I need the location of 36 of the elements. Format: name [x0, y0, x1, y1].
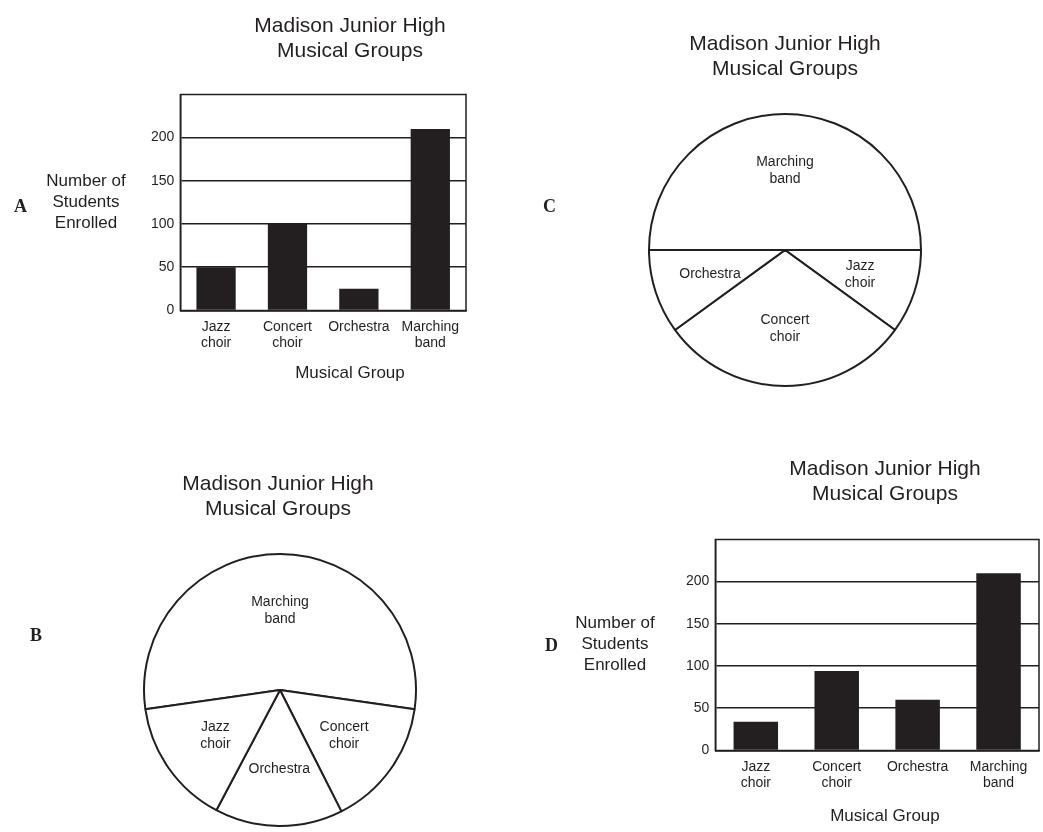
- text: B: [30, 625, 43, 646]
- x-tick-label: Orchestra: [328, 317, 390, 334]
- slice-label: Jazz choir: [200, 717, 231, 751]
- chart-title: Madison Junior High Musical Groups: [181, 470, 375, 520]
- y-tick-label: 50: [693, 699, 710, 716]
- y-tick-label: 200: [686, 572, 710, 589]
- slice-label: Concert choir: [319, 718, 369, 752]
- slice-label: Marching band: [251, 593, 309, 627]
- y-axis-title: Number of Students Enrolled: [575, 613, 655, 674]
- slice-label: Marching band: [756, 153, 814, 187]
- chart-title: Madison Junior High Musical Groups: [788, 455, 982, 505]
- text: D: [545, 635, 558, 656]
- x-tick-label: Orchestra: [886, 757, 949, 774]
- y-axis-title: Number of Students Enrolled: [45, 170, 127, 233]
- y-tick-label: 150: [151, 171, 175, 188]
- y-tick-label: 150: [686, 614, 710, 631]
- x-tick-label: Marching band: [969, 757, 1028, 791]
- chart-title: Madison Junior High Musical Groups: [253, 12, 447, 62]
- text: A: [14, 196, 27, 217]
- x-axis-title: Musical Group: [829, 805, 941, 826]
- chart-title: Madison Junior High Musical Groups: [688, 30, 882, 80]
- y-tick-label: 0: [701, 741, 710, 758]
- x-tick-label: Concert choir: [262, 317, 313, 351]
- x-tick-label: Marching band: [401, 317, 460, 351]
- x-tick-label: Concert choir: [812, 757, 862, 791]
- y-tick-label: 0: [166, 301, 175, 318]
- x-axis-title: Musical Group: [294, 362, 406, 383]
- x-tick-label: Jazz choir: [200, 317, 232, 351]
- y-tick-label: 100: [686, 656, 710, 673]
- slice-label: Jazz choir: [844, 256, 876, 290]
- text: C: [543, 196, 556, 217]
- slice-label: Orchestra: [679, 265, 741, 282]
- x-tick-label: Jazz choir: [740, 757, 772, 791]
- y-tick-label: 50: [158, 258, 175, 275]
- y-tick-label: 100: [151, 214, 175, 231]
- y-tick-label: 200: [151, 128, 175, 145]
